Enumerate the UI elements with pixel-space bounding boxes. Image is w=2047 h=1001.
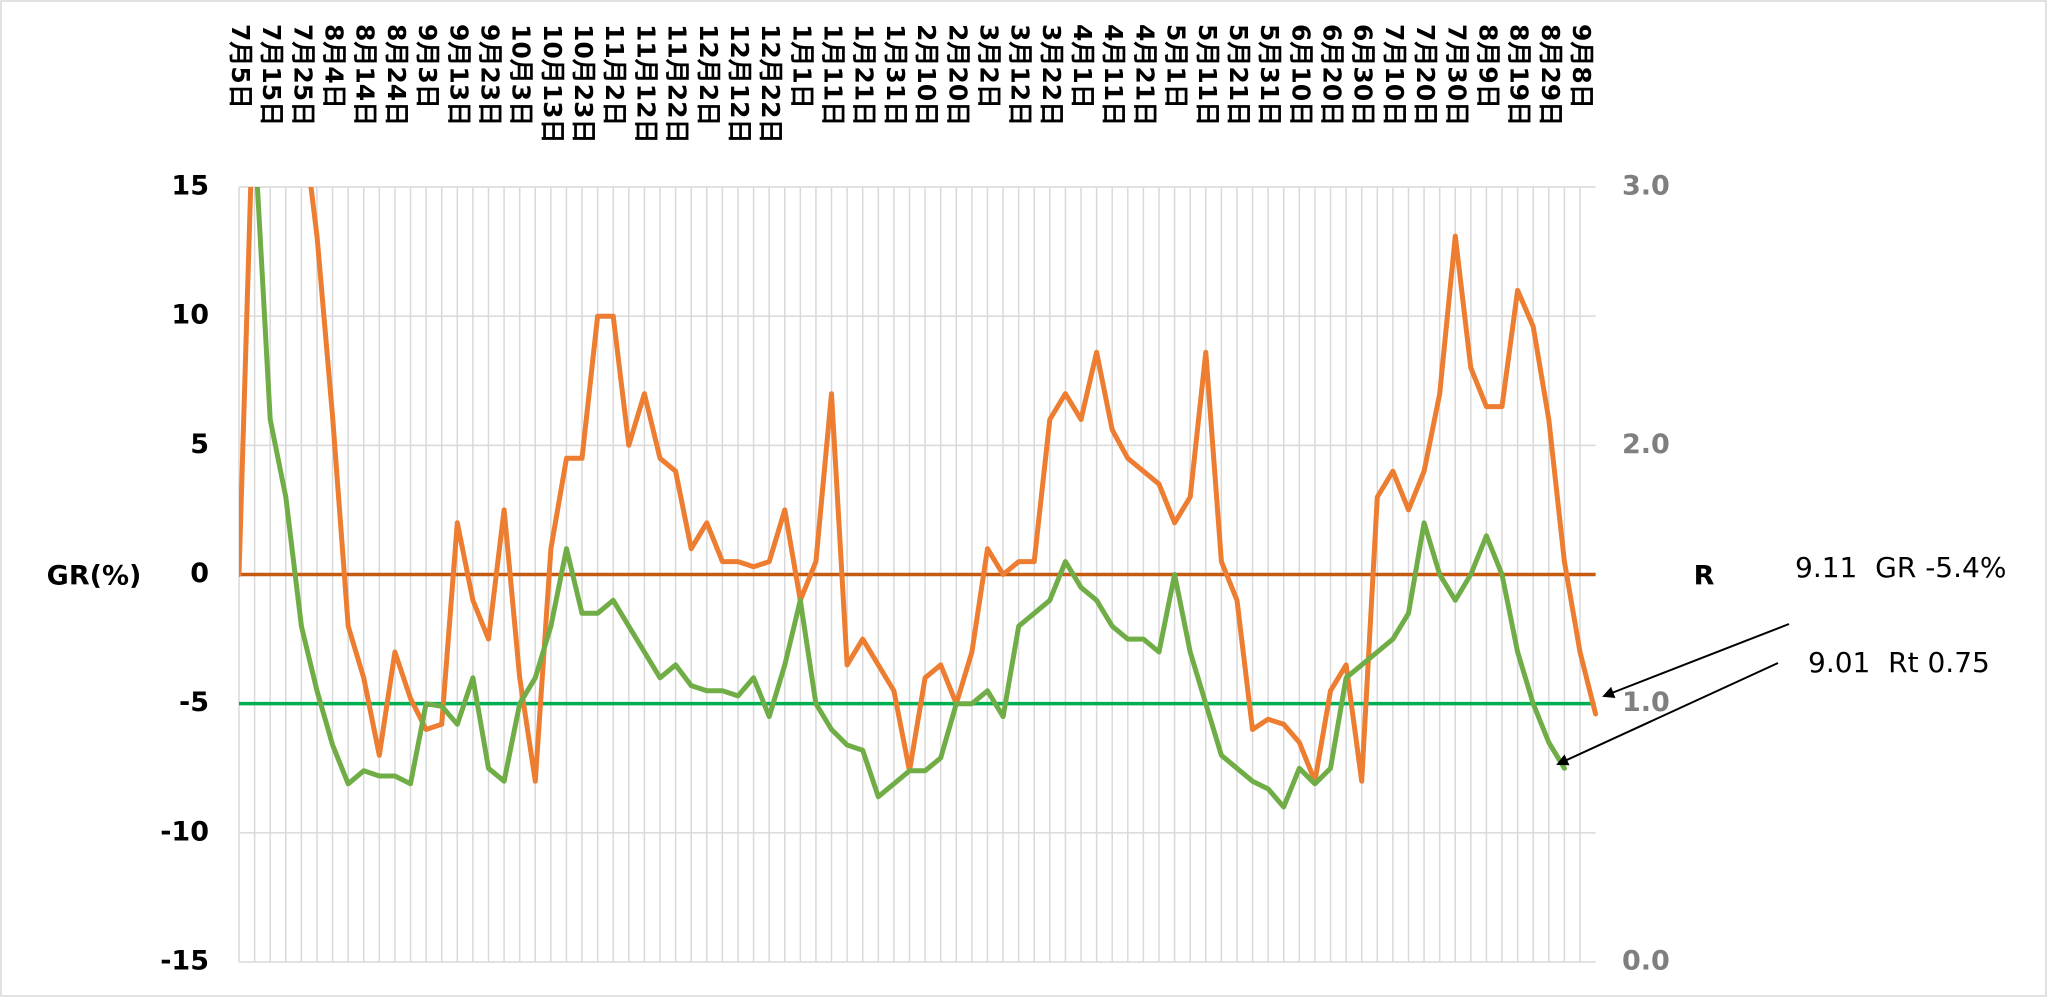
x-tick-label: 5月1日 (1162, 24, 1191, 109)
x-tick-label: 11月12日 (631, 24, 660, 144)
x-tick-label: 7月20日 (1411, 24, 1440, 126)
x-tick-label: 8月4日 (320, 24, 349, 109)
x-tick-label: 2月20日 (943, 24, 972, 126)
x-tick-label: 1月21日 (850, 24, 879, 126)
y2-tick-label: 3.0 (1622, 171, 1670, 202)
annotation-arrow (1602, 623, 1790, 698)
x-tick-label: 1月1日 (787, 24, 816, 109)
x-tick-label: 8月14日 (351, 24, 380, 126)
y-tick-label: 0 (190, 558, 209, 589)
y-tick-label: -15 (160, 946, 209, 977)
x-tick-label: 3月2日 (974, 24, 1003, 109)
annotation: 9.01 Rt 0.75 (1808, 646, 1990, 679)
x-tick-label: 7月15日 (257, 24, 286, 126)
x-tick-label: 9月23日 (475, 24, 504, 126)
x-tick-label: 9月3日 (413, 24, 442, 109)
x-tick-label: 7月25日 (288, 24, 317, 126)
series-line (254, 187, 1567, 810)
x-tick-label: 8月9日 (1473, 24, 1502, 109)
x-tick-label: 5月31日 (1255, 24, 1284, 126)
y2-axis-title: R (1694, 561, 1715, 592)
y-tick-label: 10 (171, 300, 209, 331)
x-tick-label: 7月30日 (1442, 24, 1471, 126)
x-tick-label: 8月24日 (382, 24, 411, 126)
x-tick-label: 12月2日 (694, 24, 723, 126)
x-tick-label: 10月23日 (569, 24, 598, 144)
x-tick-label: 12月22日 (756, 24, 785, 144)
y-axis-title: GR(%) (47, 561, 142, 592)
x-tick-label: 8月29日 (1536, 24, 1565, 126)
y-tick-label: 5 (190, 429, 209, 460)
x-tick-label: 6月30日 (1349, 24, 1378, 126)
x-tick-label: 7月5日 (226, 24, 255, 109)
x-tick-label: 3月22日 (1037, 24, 1066, 126)
x-tick-label: 9月13日 (444, 24, 473, 126)
y2-tick-label: 0.0 (1622, 946, 1670, 977)
x-tick-label: 4月1日 (1068, 24, 1097, 109)
x-tick-label: 8月19日 (1505, 24, 1534, 126)
y-tick-label: -5 (179, 687, 209, 718)
y-tick-label: 15 (171, 171, 209, 202)
annotation: 9.11 GR -5.4% (1795, 551, 2006, 584)
y2-tick-label: 2.0 (1622, 429, 1670, 460)
x-tick-label: 3月12日 (1006, 24, 1035, 126)
x-tick-label: 11月22日 (663, 24, 692, 144)
x-tick-label: 9月8日 (1567, 24, 1596, 109)
x-tick-label: 1月31日 (881, 24, 910, 126)
x-tick-label: 12月12日 (725, 24, 754, 144)
x-tick-label: 4月11日 (1099, 24, 1128, 126)
x-tick-label: 4月21日 (1130, 24, 1159, 126)
x-tick-label: 6月10日 (1286, 24, 1315, 126)
x-tick-label: 10月3日 (507, 24, 536, 126)
x-tick-label: 7月10日 (1380, 24, 1409, 126)
x-tick-label: 5月21日 (1224, 24, 1253, 126)
x-tick-label: 11月2日 (600, 24, 629, 126)
y-tick-label: -10 (160, 816, 209, 847)
x-tick-label: 5月11日 (1193, 24, 1222, 126)
marks (239, 187, 1599, 810)
series-line (239, 187, 1599, 784)
x-tick-label: 2月10日 (912, 24, 941, 126)
x-tick-label: 1月11日 (819, 24, 848, 126)
annotation-arrow (1556, 662, 1779, 766)
x-tick-label: 6月20日 (1318, 24, 1347, 126)
y2-tick-label: 1.0 (1622, 687, 1670, 718)
x-tick-label: 10月13日 (538, 24, 567, 144)
